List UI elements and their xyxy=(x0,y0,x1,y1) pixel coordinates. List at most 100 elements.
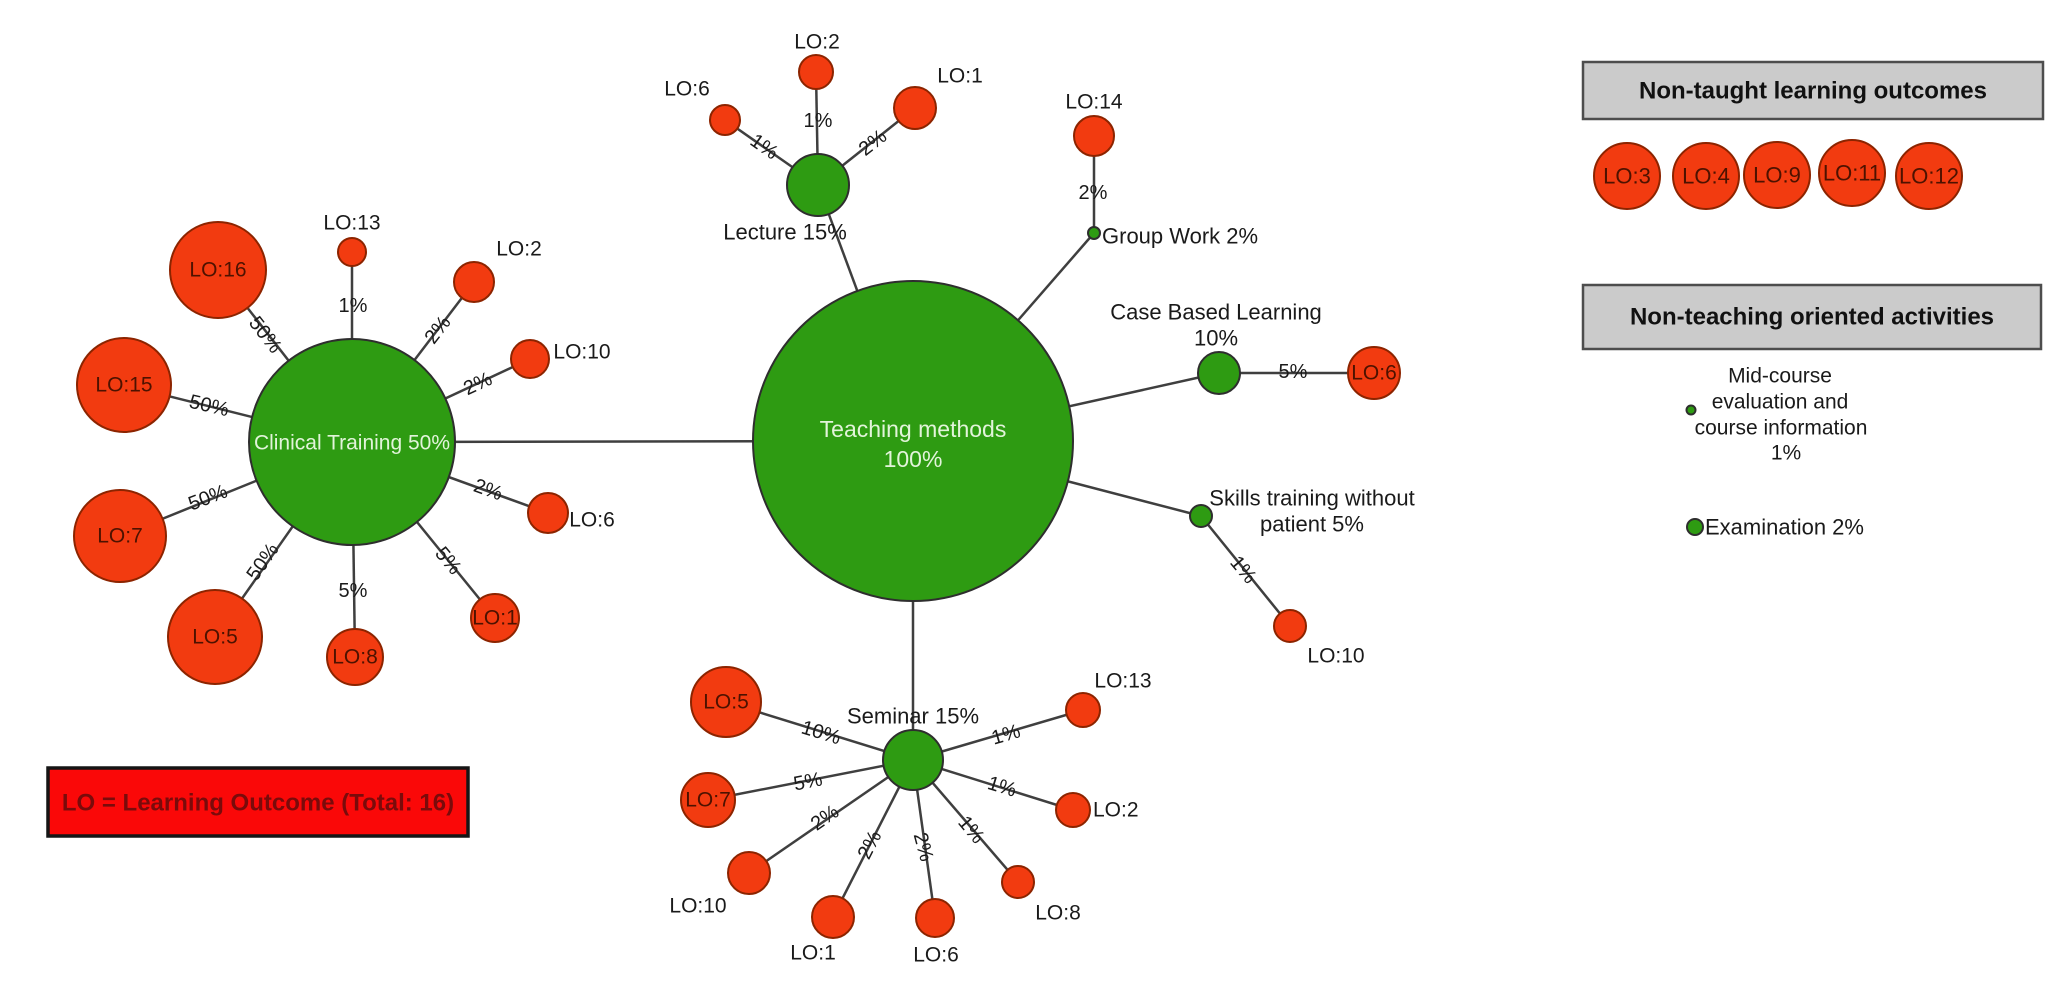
node-clinical-lo16 xyxy=(169,221,267,319)
node-seminar xyxy=(882,729,944,791)
non-teaching-panel: Non-teaching oriented activities Mid-cou… xyxy=(1581,283,2043,540)
node-clinical-training xyxy=(248,338,456,546)
seminar-lo2-pct: 1% xyxy=(985,772,1019,802)
clinical-lo2-pct: 2% xyxy=(420,312,455,348)
casebased-lo6-pct: 5% xyxy=(1279,361,1308,383)
node-seminar-lo10 xyxy=(727,851,771,895)
seminar-lo13-label: LO:13 xyxy=(1094,670,1151,693)
node-clinical-lo7 xyxy=(73,489,167,583)
lecture-label: Lecture 15% xyxy=(723,220,847,245)
case-based-label-line1: Case Based Learning xyxy=(1110,300,1322,325)
mid-course-line1: Mid-course xyxy=(1728,365,1832,388)
groupwork-lo14-pct: 2% xyxy=(1079,182,1108,204)
skills-label-line2: patient 5% xyxy=(1260,512,1364,537)
clinical-lo10-label: LO:10 xyxy=(553,341,610,364)
node-clinical-lo15 xyxy=(76,337,172,433)
node-teaching-methods xyxy=(752,280,1074,602)
node-lecture-lo6 xyxy=(709,104,741,136)
lecture-lo6-pct: 1% xyxy=(746,130,782,165)
non-taught-panel: Non-taught learning outcomes LO:3 LO:4 L… xyxy=(1581,60,2045,210)
node-seminar-lo8 xyxy=(1001,865,1035,899)
edge-skills-lo10 xyxy=(1200,515,1291,627)
node-case-based xyxy=(1197,351,1241,395)
clinical-lo10-pct: 2% xyxy=(460,368,496,400)
node-casebased-lo6 xyxy=(1347,346,1401,400)
node-nontaught-lo3 xyxy=(1593,142,1661,210)
edge-seminar-lo10 xyxy=(748,758,914,875)
seminar-lo5-pct: 10% xyxy=(799,717,844,750)
examination-label: Examination 2% xyxy=(1705,515,1864,540)
clinical-lo16-label: LO:16 xyxy=(189,259,246,282)
clinical-lo15-pct: 50% xyxy=(187,391,231,421)
node-clinical-lo6 xyxy=(527,492,569,534)
non-teaching-title: Non-teaching oriented activities xyxy=(1630,304,1994,331)
mid-course-line3: course information xyxy=(1695,417,1868,440)
seminar-label: Seminar 15% xyxy=(847,704,979,729)
nontaught-lo9-label: LO:9 xyxy=(1753,163,1801,188)
groupwork-lo14-label: LO:14 xyxy=(1065,91,1123,114)
seminar-lo13-pct: 1% xyxy=(989,720,1023,749)
clinical-training-label: Clinical Training 50% xyxy=(254,432,450,455)
node-examination-dot xyxy=(1686,518,1704,536)
clinical-lo7-label: LO:7 xyxy=(97,525,143,548)
node-lecture-lo2 xyxy=(798,54,834,90)
clinical-lo8-pct: 5% xyxy=(339,580,368,602)
seminar-lo2-label: LO:2 xyxy=(1093,799,1139,822)
non-teaching-title-box xyxy=(1581,283,2043,351)
nodes xyxy=(73,54,1401,939)
clinical-lo15-label: LO:15 xyxy=(95,374,152,397)
node-seminar-lo5 xyxy=(690,666,762,738)
seminar-lo1-label: LO:1 xyxy=(790,942,836,965)
teaching-methods-label-line1: Teaching methods xyxy=(820,416,1007,442)
clinical-lo5-label: LO:5 xyxy=(192,626,238,649)
node-clinical-lo13 xyxy=(337,237,367,267)
seminar-lo7-pct: 5% xyxy=(792,768,825,795)
node-clinical-lo5 xyxy=(167,589,263,685)
skills-label-line1: Skills training without xyxy=(1209,486,1414,511)
node-seminar-lo2 xyxy=(1055,792,1091,828)
teaching-methods-label-line2: 100% xyxy=(884,446,943,472)
node-seminar-lo13 xyxy=(1065,692,1101,728)
non-taught-title: Non-taught learning outcomes xyxy=(1639,78,1987,105)
seminar-lo6-pct: 2% xyxy=(909,830,938,864)
node-clinical-lo1 xyxy=(470,593,520,643)
clinical-lo13-pct: 1% xyxy=(339,295,368,317)
mid-course-line4: 1% xyxy=(1771,442,1801,465)
node-groupwork-lo14 xyxy=(1073,115,1115,157)
clinical-lo2-label: LO:2 xyxy=(496,238,542,261)
seminar-lo1-pct: 2% xyxy=(854,827,887,863)
lecture-lo2-label: LO:2 xyxy=(794,31,840,54)
node-skills-lo10 xyxy=(1273,609,1307,643)
mid-course-line2: evaluation and xyxy=(1712,391,1849,414)
node-skills-training xyxy=(1189,504,1213,528)
seminar-lo7-label: LO:7 xyxy=(685,789,731,812)
clinical-lo6-pct: 2% xyxy=(471,475,506,506)
node-lecture-lo1 xyxy=(893,86,937,130)
nontaught-lo11-label: LO:11 xyxy=(1823,161,1881,186)
node-nontaught-lo4 xyxy=(1672,142,1740,210)
edge-seminar-lo7 xyxy=(707,758,914,802)
nontaught-lo3-label: LO:3 xyxy=(1603,164,1651,189)
node-clinical-lo8 xyxy=(326,628,384,686)
nontaught-lo4-label: LO:4 xyxy=(1682,164,1730,189)
node-seminar-lo7 xyxy=(680,772,736,828)
case-based-label-line2: 10% xyxy=(1194,326,1238,351)
clinical-lo1-label: LO:1 xyxy=(472,607,518,630)
group-work-label: Group Work 2% xyxy=(1102,224,1258,249)
legend-box xyxy=(46,766,470,838)
seminar-lo6-label: LO:6 xyxy=(913,944,959,967)
clinical-lo6-label: LO:6 xyxy=(569,509,615,532)
lecture-lo6-label: LO:6 xyxy=(664,78,710,101)
nontaught-lo12-label: LO:12 xyxy=(1899,164,1959,189)
legend-text: LO = Learning Outcome (Total: 16) xyxy=(62,790,454,817)
non-taught-title-box xyxy=(1581,60,2045,121)
node-nontaught-lo12 xyxy=(1895,142,1963,210)
node-seminar-lo6 xyxy=(915,898,955,938)
node-nontaught-lo9 xyxy=(1743,141,1811,209)
node-clinical-lo2 xyxy=(453,261,495,303)
node-nontaught-lo11 xyxy=(1818,139,1886,207)
clinical-lo8-label: LO:8 xyxy=(332,646,378,669)
node-mid-course-dot xyxy=(1685,404,1697,416)
